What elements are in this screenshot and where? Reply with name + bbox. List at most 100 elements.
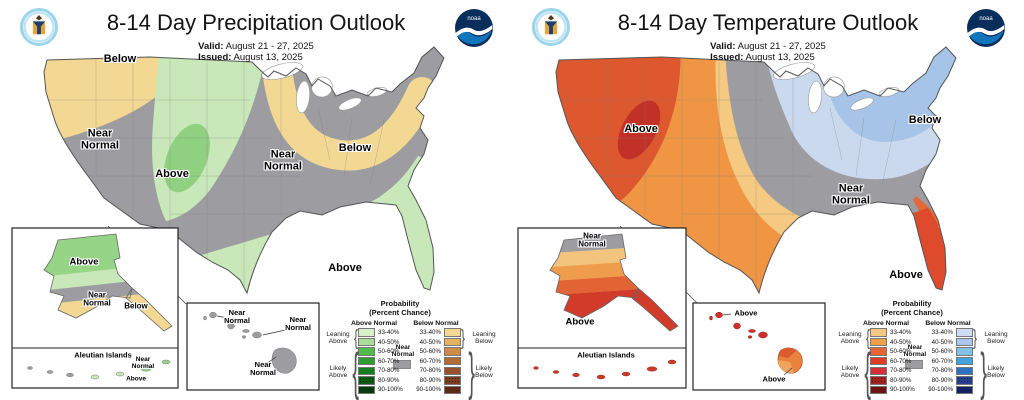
page-title: 8-14 Day Precipitation Outlook bbox=[106, 10, 406, 35]
doc-seal-logo bbox=[532, 8, 570, 46]
temperature-outlook-panel: 8-14 Day Temperature Outlook noaa Valid:… bbox=[512, 0, 1024, 400]
legend-above-header: Above Normal bbox=[862, 320, 910, 327]
legend-swatch bbox=[870, 366, 887, 376]
brace bbox=[973, 327, 977, 349]
precipitation-outlook-panel: 8-14 Day Precipitation Outlook noaa Vali… bbox=[0, 0, 512, 400]
legend-swatch bbox=[444, 385, 461, 395]
legend-above-column: 33-40% 40-50% 50-60% 60-70% 70-80% 80-90… bbox=[358, 328, 403, 395]
legend-swatch bbox=[956, 376, 973, 385]
region-label-above-west: Above bbox=[624, 123, 658, 135]
hawaii-pointer-lines bbox=[722, 313, 793, 376]
legend-swatch bbox=[358, 376, 375, 385]
region-label-above-central: Above bbox=[155, 168, 189, 180]
hawaii-islands bbox=[203, 311, 297, 374]
legend-swatch bbox=[444, 356, 461, 366]
hawaii-inset-box bbox=[186, 302, 320, 391]
aleutian-label-near-normal: Near Normal bbox=[131, 356, 155, 370]
legend-likely-above: Likely Above bbox=[328, 365, 348, 380]
legend-swatch bbox=[444, 347, 461, 356]
valid-label: Valid: bbox=[198, 41, 224, 52]
page-title: 8-14 Day Temperature Outlook bbox=[617, 10, 919, 35]
alaska-outline bbox=[549, 233, 639, 319]
legend-swatch bbox=[956, 356, 973, 366]
legend-title: Probability bbox=[380, 299, 420, 308]
region-label-below-nw: Below bbox=[103, 53, 137, 65]
noaa-logo: noaa bbox=[454, 8, 494, 48]
legend-swatch bbox=[444, 328, 461, 337]
noaa-logo-text: noaa bbox=[467, 16, 481, 22]
probability-legend: Probability (Percent Chance) Above Norma… bbox=[326, 299, 512, 399]
issued-label: Issued: bbox=[710, 52, 744, 64]
alaska-panhandle-outline bbox=[125, 287, 173, 332]
legend-near-header: Near Normal bbox=[903, 344, 927, 359]
issued-value: August 13, 2025 bbox=[745, 52, 815, 64]
legend-swatch bbox=[444, 376, 461, 385]
alaska-label-above: Above bbox=[565, 316, 595, 328]
legend-above-header: Above Normal bbox=[350, 320, 398, 327]
legend-title: Probability bbox=[892, 299, 932, 308]
region-label-above-florida: Above bbox=[889, 269, 923, 281]
hawaii-label-nw: Above bbox=[734, 308, 758, 318]
alaska-label-below: Below bbox=[124, 301, 148, 311]
hawaii-label-east: Near Normal bbox=[285, 315, 311, 332]
temperature-map bbox=[517, 46, 957, 391]
issued-value: August 13, 2025 bbox=[233, 52, 303, 64]
hawaii-label-big-island: Above bbox=[762, 374, 786, 384]
legend-below-header: Below Normal bbox=[925, 320, 971, 327]
region-below-great-lakes bbox=[261, 47, 437, 171]
aleutian-islands-label: Aleutian Islands bbox=[74, 350, 132, 360]
legend-likely-above: Likely Above bbox=[840, 365, 860, 380]
hawaii-pointer-lines bbox=[216, 315, 291, 365]
great-lakes bbox=[773, 62, 900, 114]
legend-swatch bbox=[956, 385, 973, 395]
valid-value: August 21 - 27, 2025 bbox=[225, 41, 314, 52]
legend-likely-below: Likely Below bbox=[987, 365, 1005, 380]
aleutian-islands bbox=[27, 359, 171, 380]
alaska-outline bbox=[43, 233, 133, 319]
region-label-below-ne: Below bbox=[908, 114, 942, 126]
alaska-panhandle-outline bbox=[631, 287, 679, 332]
probability-legend: Probability (Percent Chance) Above Norma… bbox=[838, 299, 1024, 399]
legend-leaning-above: Leaning Above bbox=[838, 331, 862, 346]
region-label-above-se: Above bbox=[328, 262, 362, 274]
region-above-60-70-core bbox=[617, 100, 661, 160]
brace bbox=[461, 327, 465, 349]
legend-swatch bbox=[956, 366, 973, 376]
legend-swatch bbox=[870, 385, 887, 395]
validity-dates: Valid: August 21 - 27, 2025 Issued: Augu… bbox=[0, 41, 512, 64]
valid-value: August 21 - 27, 2025 bbox=[737, 41, 826, 52]
brace bbox=[352, 346, 359, 398]
hawaii-islands bbox=[709, 311, 803, 374]
legend-below-column: 33-40% 40-50% 50-60% 60-70% 70-80% 80-90… bbox=[926, 328, 973, 395]
region-label-below-lakes: Below bbox=[338, 142, 372, 154]
region-above-central-core bbox=[164, 123, 210, 193]
noaa-logo: noaa bbox=[966, 8, 1006, 48]
legend-above-column: 33-40% 40-50% 50-60% 60-70% 70-80% 80-90… bbox=[870, 328, 915, 395]
legend-swatch bbox=[870, 337, 887, 347]
legend-near-swatch bbox=[905, 360, 923, 369]
legend-swatch bbox=[358, 356, 375, 366]
conus-outline bbox=[43, 46, 445, 295]
region-label-near-normal-west: Near Normal bbox=[81, 127, 119, 151]
precipitation-map bbox=[11, 46, 445, 391]
legend-swatch bbox=[358, 347, 375, 356]
hawaii-label-big-island: Near Normal bbox=[250, 360, 276, 377]
doc-seal-logo bbox=[20, 8, 58, 46]
legend-below-column: 33-40% 40-50% 50-60% 60-70% 70-80% 80-90… bbox=[414, 328, 461, 395]
alaska-label-above: Above bbox=[69, 256, 99, 268]
legend-near-header: Near Normal bbox=[391, 344, 415, 359]
validity-dates: Valid: August 21 - 27, 2025 Issued: Augu… bbox=[512, 41, 1024, 64]
aleutian-label-above: Above bbox=[126, 375, 146, 383]
legend-swatch bbox=[358, 366, 375, 376]
alaska-label-near-normal: Near Normal bbox=[83, 290, 111, 308]
legend-swatch bbox=[358, 337, 375, 347]
aleutian-islands bbox=[533, 359, 677, 380]
valid-label: Valid: bbox=[710, 41, 736, 52]
legend-leaning-below: Leaning Below bbox=[472, 331, 496, 346]
legend-swatch bbox=[444, 337, 461, 347]
aleutian-islands-label: Aleutian Islands bbox=[577, 350, 635, 360]
region-label-near-normal-east: Near Normal bbox=[264, 148, 302, 172]
legend-swatch bbox=[956, 328, 973, 337]
hawaii-inset-box bbox=[692, 302, 826, 391]
